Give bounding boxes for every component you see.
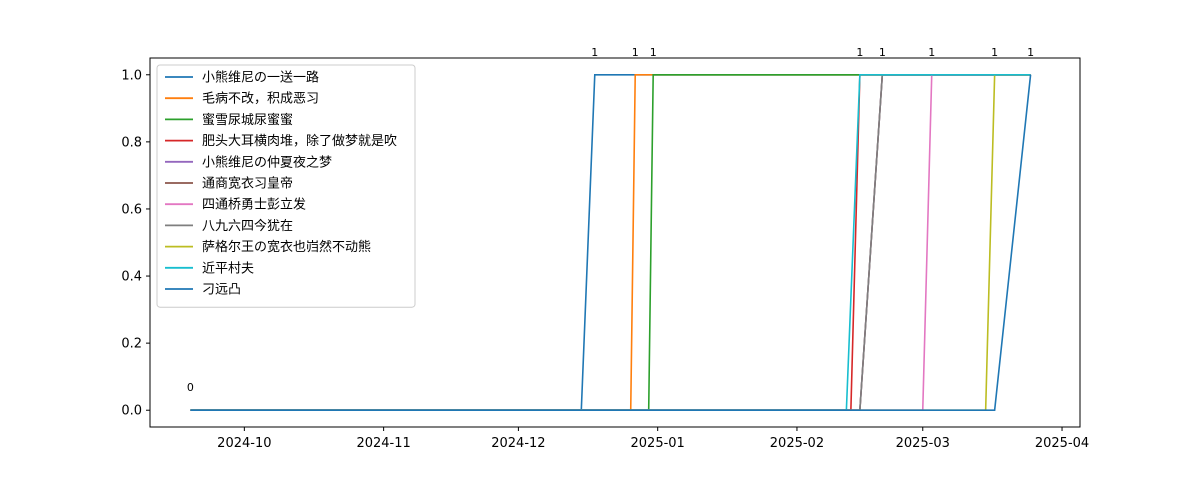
legend-item: 四通桥勇士彭立发 <box>165 197 306 213</box>
x-tick-label: 2024-11 <box>356 436 410 451</box>
x-tick-label: 2025-01 <box>631 436 685 451</box>
x-tick-label: 2025-03 <box>896 436 950 451</box>
legend-item: 萨格尔王の宽衣也岿然不动熊 <box>165 239 371 255</box>
legend-item: 通商宽衣习皇帝 <box>165 176 293 192</box>
legend-label: 蜜雪尿城尿蜜蜜 <box>202 113 293 128</box>
plot-lines <box>190 73 1032 412</box>
x-tick-label: 2024-10 <box>217 436 271 451</box>
annotation-label: 1 <box>650 46 657 59</box>
annotation-label: 1 <box>879 46 886 59</box>
legend-item: 刁远凸 <box>165 283 241 298</box>
y-tick-label: 0.4 <box>121 270 142 285</box>
legend-item: 毛病不改，积成恶习 <box>165 92 319 107</box>
legend: 小熊维尼の一送一路毛病不改，积成恶习蜜雪尿城尿蜜蜜肥头大耳横肉堆，除了做梦就是吹… <box>156 64 416 308</box>
legend-label: 近平村夫 <box>202 261 254 276</box>
legend-item: 小熊维尼の仲夏夜之梦 <box>165 154 332 170</box>
legend-label: 刁远凸 <box>202 283 241 298</box>
legend-label: 毛病不改，积成恶习 <box>202 92 319 107</box>
y-tick-label: 0.6 <box>121 202 142 217</box>
annotation-label: 1 <box>856 46 863 59</box>
x-tick-label: 2025-04 <box>1035 436 1089 451</box>
legend-item: 近平村夫 <box>165 261 254 276</box>
legend-label: 小熊维尼の仲夏夜之梦 <box>202 154 332 170</box>
annotation-label: 1 <box>632 46 639 59</box>
annotation-label: 0 <box>187 381 194 394</box>
y-axis: 0.0 0.2 0.4 0.6 0.8 1.0 <box>121 68 150 419</box>
y-tick-label: 0.0 <box>121 404 142 419</box>
y-tick-label: 1.0 <box>121 68 142 83</box>
annotation-label: 1 <box>1027 46 1034 59</box>
x-tick-label: 2024-12 <box>491 436 545 451</box>
annotation-label: 1 <box>991 46 998 59</box>
plot-frame <box>149 57 1081 428</box>
series-line <box>190 74 1032 412</box>
legend-item: 八九六四今犹在 <box>165 218 293 234</box>
legend-label: 肥头大耳横肉堆，除了做梦就是吹 <box>202 134 397 149</box>
legend-label: 通商宽衣习皇帝 <box>202 176 293 192</box>
legend-box <box>156 64 416 308</box>
x-tick-label: 2025-02 <box>770 436 824 451</box>
x-axis: 2024-10 2024-11 2024-12 2025-01 2025-02 2025-… <box>217 427 1089 451</box>
y-tick-label: 0.2 <box>121 337 142 352</box>
legend-item: 小熊维尼の一送一路 <box>165 70 319 86</box>
legend-label: 四通桥勇士彭立发 <box>202 197 306 213</box>
legend-label: 八九六四今犹在 <box>202 218 293 234</box>
legend-item: 肥头大耳横肉堆，除了做梦就是吹 <box>165 134 397 149</box>
y-tick-label: 0.8 <box>121 135 142 150</box>
annotations: 01 1 1 1 1 1 1 1 <box>187 46 1034 394</box>
legend-label: 萨格尔王の宽衣也岿然不动熊 <box>202 239 371 255</box>
legend-label: 小熊维尼の一送一路 <box>202 70 319 86</box>
annotation-label: 1 <box>591 46 598 59</box>
legend-item: 蜜雪尿城尿蜜蜜 <box>165 113 293 128</box>
annotation-label: 1 <box>928 46 935 59</box>
